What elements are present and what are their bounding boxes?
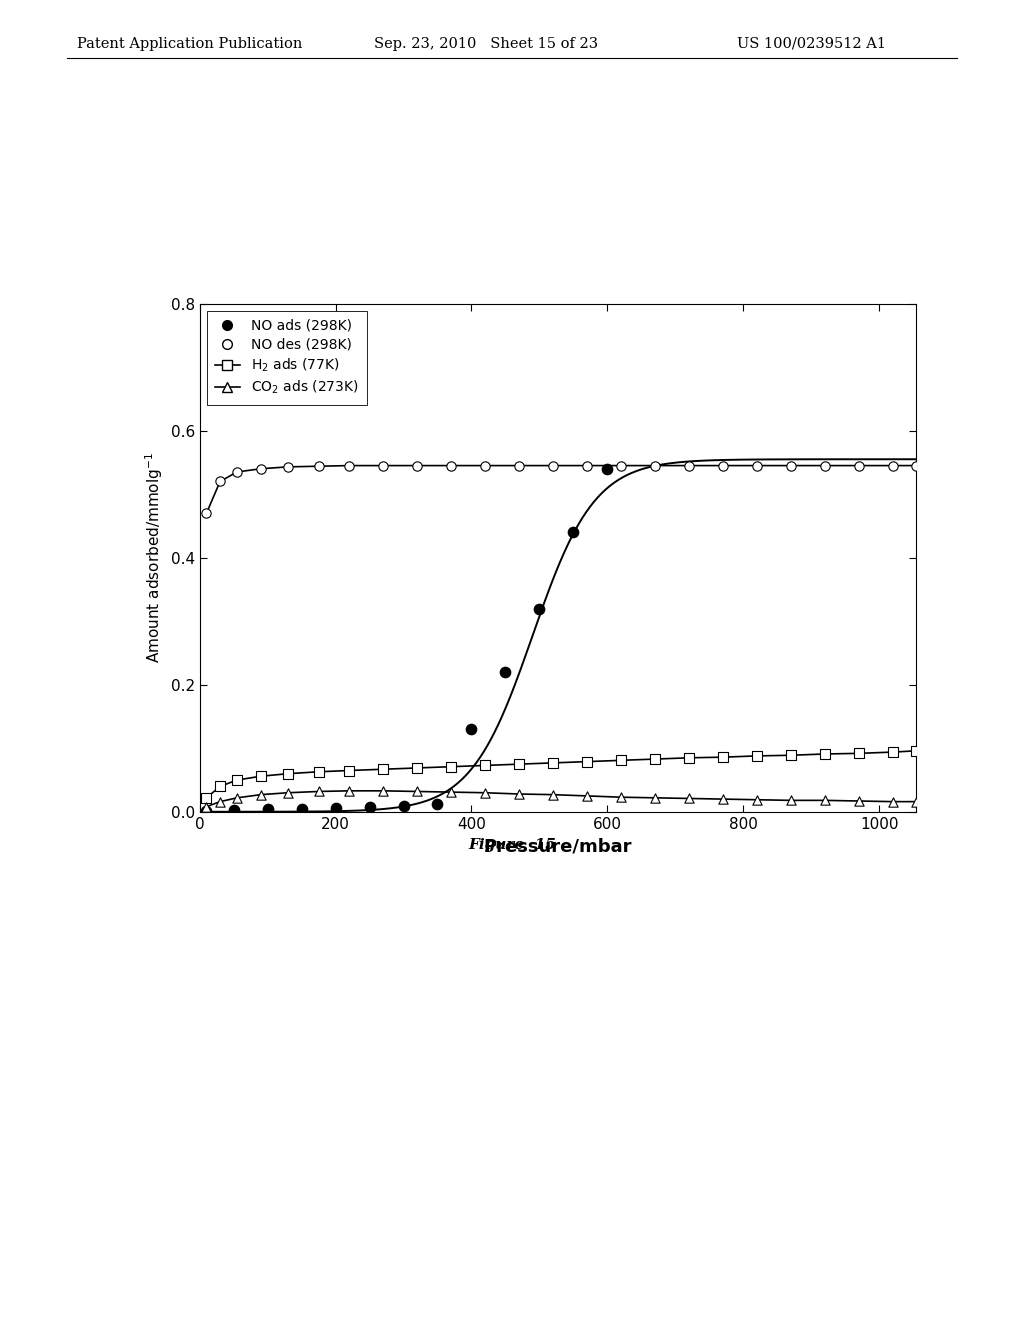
Point (375, 759, 391, 780)
Point (715, 788, 731, 809)
Point (477, 755, 494, 776)
Text: Figure  15: Figure 15 (468, 838, 556, 853)
Point (511, 784, 527, 805)
X-axis label: Pressure/mbar: Pressure/mbar (483, 837, 633, 855)
Point (782, 455, 799, 477)
Point (647, 455, 664, 477)
Point (310, 762, 327, 783)
Point (341, 780, 357, 801)
Point (228, 462, 245, 483)
Point (511, 455, 527, 477)
Point (442, 455, 459, 477)
Point (681, 788, 697, 809)
Point (228, 787, 245, 808)
Point (361, 797, 378, 818)
Point (463, 718, 479, 739)
Point (885, 791, 901, 812)
Point (442, 756, 459, 777)
Point (715, 747, 731, 768)
Point (599, 458, 615, 479)
Point (498, 661, 514, 682)
Point (341, 455, 357, 477)
Point (749, 455, 765, 477)
Text: US 100/0239512 A1: US 100/0239512 A1 (737, 37, 887, 51)
Point (409, 455, 425, 477)
Point (253, 766, 269, 787)
Point (565, 521, 582, 543)
Point (212, 791, 228, 812)
Point (409, 781, 425, 803)
Point (545, 784, 561, 805)
Point (816, 743, 833, 764)
Point (511, 754, 527, 775)
Point (647, 787, 664, 808)
Point (715, 455, 731, 477)
Point (212, 471, 228, 492)
Point (851, 791, 867, 812)
Point (579, 455, 595, 477)
Point (375, 780, 391, 801)
Point (310, 781, 327, 803)
Point (612, 750, 629, 771)
Point (280, 457, 296, 478)
Point (749, 746, 765, 767)
Point (782, 789, 799, 810)
Point (199, 787, 215, 808)
Point (612, 787, 629, 808)
Point (477, 783, 494, 804)
Point (531, 598, 548, 619)
Point (212, 776, 228, 797)
Point (908, 791, 925, 812)
Point (851, 743, 867, 764)
Legend: NO ads (298K), NO des (298K), H$_2$ ads (77K), CO$_2$ ads (273K): NO ads (298K), NO des (298K), H$_2$ ads … (207, 310, 368, 405)
Point (647, 748, 664, 770)
Point (375, 455, 391, 477)
Point (310, 455, 327, 477)
Point (851, 455, 867, 477)
Point (579, 785, 595, 807)
Point (199, 796, 215, 817)
Point (545, 752, 561, 774)
Point (199, 503, 215, 524)
Point (328, 797, 344, 818)
Point (199, 800, 215, 821)
Point (816, 455, 833, 477)
Text: Patent Application Publication: Patent Application Publication (77, 37, 302, 51)
Point (749, 789, 765, 810)
Point (280, 763, 296, 784)
Point (782, 744, 799, 766)
Point (253, 458, 269, 479)
Point (395, 796, 412, 817)
Point (225, 800, 242, 821)
Point (294, 799, 310, 820)
Point (908, 455, 925, 477)
Point (612, 455, 629, 477)
Point (409, 758, 425, 779)
Point (908, 741, 925, 762)
Point (280, 783, 296, 804)
Point (816, 789, 833, 810)
Point (885, 455, 901, 477)
Point (477, 455, 494, 477)
Point (429, 793, 445, 814)
Point (545, 455, 561, 477)
Text: Sep. 23, 2010   Sheet 15 of 23: Sep. 23, 2010 Sheet 15 of 23 (374, 37, 598, 51)
Point (228, 770, 245, 791)
Point (259, 799, 275, 820)
Point (681, 455, 697, 477)
Point (681, 747, 697, 768)
Point (579, 751, 595, 772)
Point (341, 760, 357, 781)
Point (442, 781, 459, 803)
Point (253, 784, 269, 805)
Point (885, 742, 901, 763)
Y-axis label: Amount adsorbed/mmolg$^{-1}$: Amount adsorbed/mmolg$^{-1}$ (143, 453, 165, 663)
